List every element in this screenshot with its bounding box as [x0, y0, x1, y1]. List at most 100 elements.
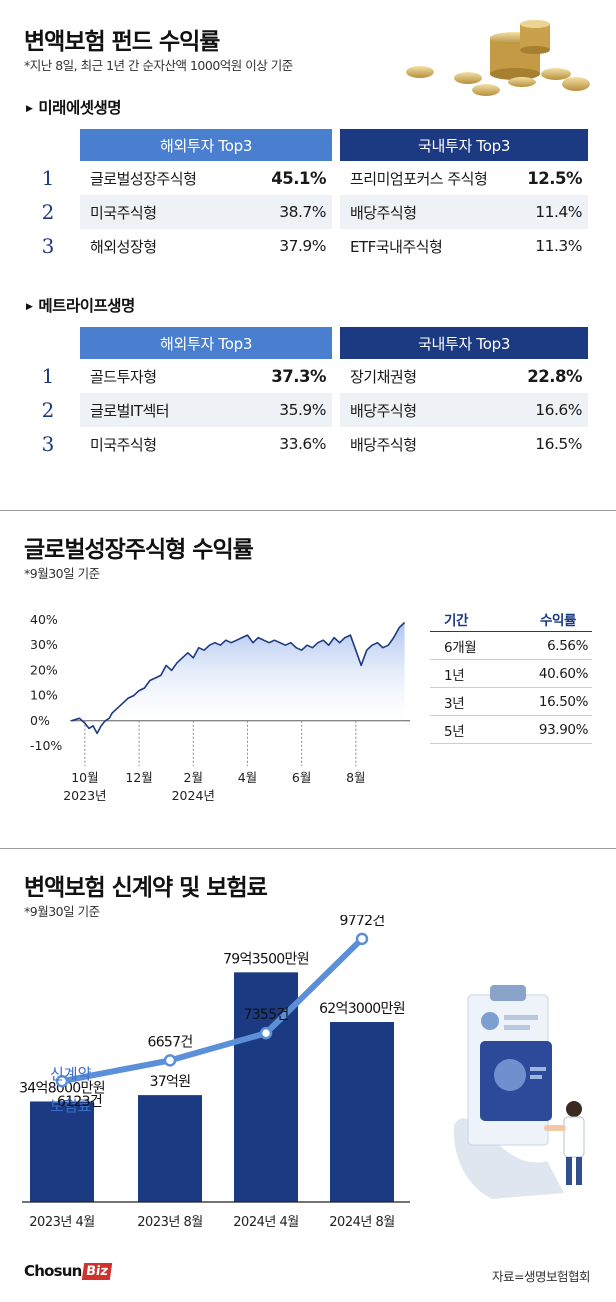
contracts-point — [55, 1074, 69, 1088]
overseas-cell: 글로벌IT섹터 35.9% — [80, 393, 332, 427]
x-tick-label: 12월 — [125, 770, 152, 785]
insurance-title: 변액보험 신계약 및 보험료 — [24, 875, 268, 901]
rank: 2 — [41, 200, 55, 224]
overseas-header: 해외투자 Top3 — [80, 327, 332, 359]
fund-return: 38.7% — [279, 203, 326, 221]
fund-return: 37.9% — [279, 237, 326, 255]
domestic-cell: ETF국내주식형 11.3% — [340, 229, 588, 263]
y-tick-label: -10% — [30, 738, 62, 753]
period-table-header: 기간 수익률 — [430, 606, 592, 632]
period-return: 40.60% — [538, 665, 588, 682]
fund-name: 해외성장형 — [90, 237, 157, 256]
table-row: 2 글로벌IT섹터 35.9% 배당주식형 16.6% — [28, 393, 588, 427]
fund-return: 37.3% — [271, 366, 326, 386]
premium-legend: 보험료 — [50, 1097, 92, 1115]
coin-icon — [508, 77, 536, 87]
insurance-note: *9월30일 기준 — [24, 904, 100, 919]
overseas-cell: 미국주식형 38.7% — [80, 195, 332, 229]
brain-icon — [494, 1059, 526, 1091]
overseas-cell: 글로벌성장주식형 45.1% — [80, 161, 332, 195]
contracts-label: 9772건 — [339, 915, 384, 929]
company-name: 메트라이프생명 — [38, 297, 135, 315]
contracts-point — [355, 932, 369, 946]
fund-name: 배당주식형 — [350, 401, 417, 420]
fund-name: ETF국내주식형 — [350, 237, 443, 256]
premium-label: 62억3000만원 — [319, 1001, 405, 1017]
fund-return: 16.5% — [535, 435, 582, 453]
category-label: 2024년 8월 — [329, 1215, 394, 1230]
period: 5년 — [444, 723, 465, 740]
contracts-point — [163, 1054, 177, 1067]
table-row: 1년 40.60% — [430, 660, 592, 688]
premium-bar — [138, 1095, 202, 1202]
x-tick-year: 2024년 — [172, 788, 215, 803]
rank: 3 — [41, 234, 55, 258]
domestic-cell: 배당주식형 16.6% — [340, 393, 588, 427]
section-divider — [0, 848, 616, 849]
coins-illustration — [406, 20, 590, 96]
area-fill — [71, 622, 405, 734]
contracts-line — [59, 935, 365, 1085]
period: 6개월 — [444, 639, 477, 656]
period-header: 기간 — [444, 612, 469, 629]
period-return: 93.90% — [538, 721, 588, 738]
table-row: 3년 16.50% — [430, 688, 592, 716]
premium-label: 37억원 — [150, 1074, 191, 1090]
x-tick-label: 6월 — [292, 770, 311, 785]
premium-bar — [30, 1101, 94, 1202]
domestic-cell: 프리미엄포커스 주식형 12.5% — [340, 161, 588, 195]
category-label: 2023년 4월 — [29, 1215, 94, 1230]
growth-title: 글로벌성장주식형 수익률 — [24, 537, 254, 563]
table-row: 1 골드투자형 37.3% 장기채권형 22.8% — [28, 359, 588, 393]
table-row: 3 미국주식형 33.6% 배당주식형 16.5% — [28, 427, 588, 461]
coin-icon — [562, 77, 590, 91]
overseas-header: 해외투자 Top3 — [80, 129, 332, 161]
fund-name: 배당주식형 — [350, 203, 417, 222]
series-line — [71, 621, 406, 735]
coin-icon — [406, 66, 434, 78]
domestic-cell: 배당주식형 11.4% — [340, 195, 588, 229]
rank: 1 — [41, 166, 55, 190]
contracts-premium-chart: 34억8000만원 2023년 4월 37억원 2023년 8월 79억3500만원 20… — [19, 915, 410, 1230]
source-note: 자료=생명보험협회 — [492, 1269, 590, 1284]
table-row: 3 해외성장형 37.9% ETF국내주식형 11.3% — [28, 229, 588, 263]
premium-label: 79억3500만원 — [223, 951, 309, 967]
y-tick-label: 0% — [30, 713, 50, 728]
fund-return: 35.9% — [279, 401, 326, 419]
x-tick-label: 10월 — [71, 770, 98, 785]
coin-stack-icon — [490, 20, 550, 80]
category-label: 2023년 8월 — [137, 1215, 202, 1230]
x-tick-label: 4월 — [238, 770, 257, 785]
fund-return: 16.6% — [535, 401, 582, 419]
table-row: 1 글로벌성장주식형 45.1% 프리미엄포커스 주식형 12.5% — [28, 161, 588, 195]
brand-main: Chosun — [24, 1262, 82, 1280]
section-divider — [0, 510, 616, 511]
rank: 1 — [41, 364, 55, 388]
doctor-icon — [544, 1101, 585, 1185]
overseas-cell: 골드투자형 37.3% — [80, 359, 332, 393]
fund-name: 배당주식형 — [350, 435, 417, 454]
y-tick-label: 20% — [30, 662, 58, 677]
avatar-icon — [481, 1012, 499, 1030]
fund-return: 12.5% — [527, 168, 582, 188]
domestic-header: 국내투자 Top3 — [340, 327, 588, 359]
company-table: 해외투자 Top3 국내투자 Top3 1 골드투자형 37.3% 장기채권형 22… — [28, 327, 588, 461]
company-heading: ▶ 메트라이프생명 — [26, 294, 135, 316]
domestic-cell: 배당주식형 16.5% — [340, 427, 588, 461]
fund-return: 11.4% — [535, 203, 582, 221]
period-return: 16.50% — [538, 693, 588, 710]
triangle-icon: ▶ — [26, 302, 33, 312]
fund-name: 미국주식형 — [90, 203, 157, 222]
contracts-label: 6123건 — [57, 1094, 102, 1110]
table-row: 6개월 6.56% — [430, 632, 592, 660]
coin-icon — [454, 72, 482, 84]
fund-name: 글로벌성장주식형 — [90, 169, 197, 188]
period-return-table: 기간 수익률 6개월 6.56% 1년 40.60% 3년 16.50% 5년 93.9… — [430, 606, 592, 744]
domestic-cell: 장기채권형 22.8% — [340, 359, 588, 393]
fund-return: 45.1% — [271, 168, 326, 188]
growth-line-chart: 40% 30% 20% 10% 0% -10% 10월 2023년 12월 2월 2024년 4월 6월… — [30, 612, 410, 803]
fund-name: 글로벌IT섹터 — [90, 401, 170, 420]
table-row: 2 미국주식형 38.7% 배당주식형 11.4% — [28, 195, 588, 229]
table-row: 5년 93.90% — [430, 716, 592, 744]
contracts-label: 7355건 — [243, 1007, 288, 1023]
